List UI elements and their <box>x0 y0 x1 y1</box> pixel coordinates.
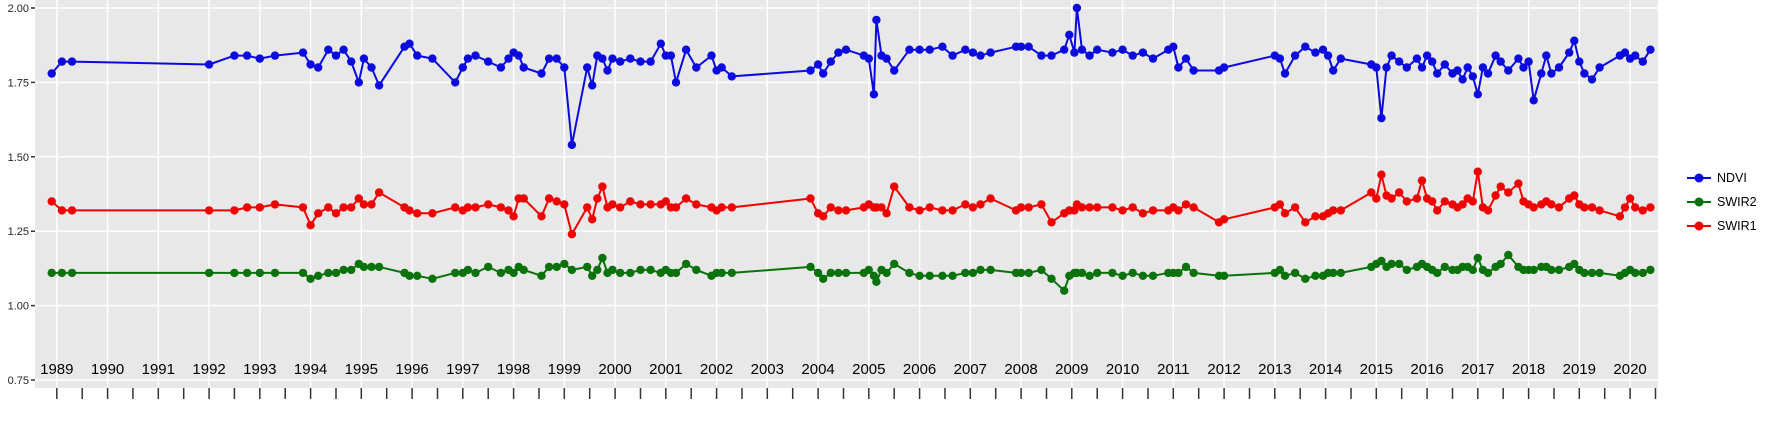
x-tick-label: 2002 <box>700 361 733 378</box>
y-tick-label: 1.50 <box>8 152 29 164</box>
x-tick-label: 2005 <box>852 361 885 378</box>
x-tick-label: 2004 <box>801 361 834 378</box>
x-tick-label: 2006 <box>903 361 936 378</box>
y-tick-label: 1.25 <box>8 226 29 238</box>
x-tick-label: 2009 <box>1055 361 1088 378</box>
gridlines <box>35 0 1658 388</box>
y-tick-label: 1.75 <box>8 77 29 89</box>
y-tick-label: 1.00 <box>8 301 29 313</box>
x-tick-label: 2007 <box>954 361 987 378</box>
x-tick-label: 2016 <box>1410 361 1443 378</box>
x-tick-label: 2013 <box>1258 361 1291 378</box>
x-tick-label: 1989 <box>40 361 73 378</box>
x-tick-label: 1990 <box>91 361 124 378</box>
x-tick-label: 2012 <box>1207 361 1240 378</box>
series-ndvi <box>47 3 1655 150</box>
x-tick-label: 2010 <box>1106 361 1139 378</box>
x-tick-label: 1992 <box>192 361 225 378</box>
legend-item-swir1: SWIR1 <box>1686 219 1757 233</box>
x-axis-labels: 1989 1990 1991 1992 1993 1994 1995 1996 1997 1998… <box>40 361 1647 378</box>
x-tick-label: 1991 <box>142 361 175 378</box>
series-swir1 <box>47 167 1655 239</box>
x-tick-label: 1993 <box>243 361 276 378</box>
x-tick-label: 2003 <box>751 361 784 378</box>
x-tick-label: 1998 <box>497 361 530 378</box>
x-tick-label: 1994 <box>294 361 327 378</box>
legend-label-swir2: SWIR2 <box>1717 195 1757 209</box>
legend-glyph-swir1 <box>1687 221 1711 231</box>
y-tick-label: 2.00 <box>8 3 29 15</box>
x-tick-label: 2000 <box>598 361 631 378</box>
legend-glyph-swir2 <box>1687 197 1711 207</box>
x-tick-label: 2015 <box>1360 361 1393 378</box>
x-tick-label: 2001 <box>649 361 682 378</box>
legend-item-ndvi: NDVI <box>1686 171 1757 185</box>
x-tick-label: 1997 <box>446 361 479 378</box>
x-tick-label: 1995 <box>345 361 378 378</box>
legend-label-ndvi: NDVI <box>1717 171 1747 185</box>
x-tick-label: 2020 <box>1613 361 1646 378</box>
x-tick-label: 1999 <box>548 361 581 378</box>
legend-item-swir2: SWIR2 <box>1686 195 1757 209</box>
x-tick-label: 2019 <box>1563 361 1596 378</box>
legend: NDVI SWIR2 SWIR1 <box>1686 171 1757 233</box>
y-axis-labels: 2.00 1.75 1.50 1.25 1.00 0.75 <box>8 3 29 387</box>
y-axis-ticks <box>31 7 35 381</box>
x-axis-ticks <box>56 388 1657 399</box>
x-tick-label: 2014 <box>1309 361 1342 378</box>
legend-glyph-ndvi <box>1687 173 1711 183</box>
series-swir2 <box>47 250 1655 295</box>
y-tick-label: 0.75 <box>8 375 29 387</box>
x-tick-label: 2017 <box>1461 361 1494 378</box>
x-tick-label: 2018 <box>1512 361 1545 378</box>
x-tick-label: 1996 <box>395 361 428 378</box>
legend-label-swir1: SWIR1 <box>1717 219 1757 233</box>
x-tick-label: 2011 <box>1157 361 1189 378</box>
x-tick-label: 2008 <box>1004 361 1037 378</box>
